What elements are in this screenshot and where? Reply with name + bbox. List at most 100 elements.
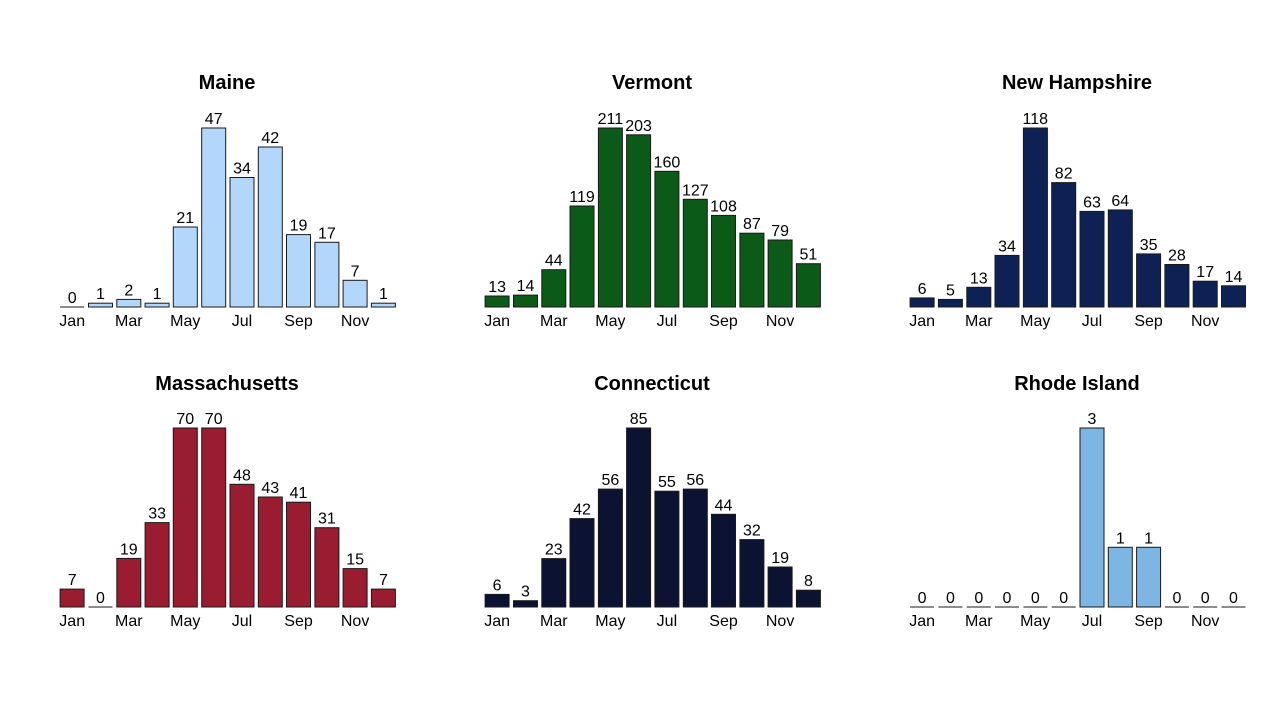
bar: [201, 427, 227, 608]
bar: [654, 490, 680, 608]
chart-panel-new-hampshire: New Hampshire 6 Jan 5 13 Mar 34 118 May 82 63 Jul 64…: [909, 72, 1246, 330]
data-label: 14: [517, 278, 535, 295]
data-label: 85: [630, 411, 648, 428]
bar: [569, 205, 595, 308]
x-tick-label: Jul: [657, 613, 677, 630]
data-label: 32: [743, 523, 761, 540]
chart-title: Massachusetts: [155, 373, 298, 395]
bar: [88, 302, 113, 308]
data-label: 87: [743, 216, 761, 233]
bar: [1221, 285, 1246, 308]
x-tick-label: Mar: [965, 313, 993, 330]
data-label: 0: [1229, 590, 1238, 607]
x-tick-label: Jan: [59, 313, 85, 330]
x-tick-label: Sep: [284, 613, 313, 630]
bar: [909, 297, 935, 308]
data-label: 8: [804, 573, 813, 590]
data-label: 0: [1172, 590, 1181, 607]
bar: [1136, 253, 1162, 308]
data-label: 0: [1201, 590, 1210, 607]
data-label: 0: [68, 290, 77, 307]
x-tick-label: Nov: [1191, 313, 1219, 330]
data-label: 19: [290, 218, 308, 235]
bar: [597, 127, 623, 308]
data-label: 43: [261, 480, 279, 497]
bar: [541, 558, 567, 608]
data-label: 42: [573, 502, 591, 519]
data-label: 118: [1023, 111, 1049, 128]
bar: [116, 298, 142, 308]
bar: [682, 488, 708, 608]
data-label: 13: [970, 270, 988, 287]
data-label: 82: [1055, 166, 1073, 183]
bar: [370, 588, 396, 608]
bar: [286, 234, 311, 308]
bar: [739, 232, 765, 308]
x-tick-label: Jan: [59, 613, 85, 630]
x-tick-label: Sep: [709, 313, 738, 330]
bar: [59, 588, 85, 608]
bar: [937, 298, 963, 308]
bar: [484, 593, 510, 608]
data-label: 15: [346, 552, 364, 569]
data-label: 33: [148, 506, 166, 523]
bar: [1107, 546, 1133, 608]
data-label: 1: [1116, 530, 1125, 547]
data-label: 160: [654, 154, 681, 171]
data-label: 1: [96, 286, 105, 303]
bar: [144, 522, 170, 608]
x-tick-label: Sep: [709, 613, 738, 630]
data-label: 21: [176, 210, 194, 227]
data-label: 211: [598, 111, 624, 128]
data-label: 7: [68, 572, 77, 589]
chart-panel-massachusetts: Massachusetts 7 Jan 0 19 Mar 33 70 May 70 48 Jul 43 4…: [59, 373, 396, 630]
bar: [682, 198, 708, 308]
bar: [1051, 182, 1077, 308]
data-label: 44: [715, 497, 733, 514]
data-label: 7: [379, 572, 388, 589]
data-label: 70: [205, 411, 223, 428]
bar: [172, 427, 198, 608]
x-tick-label: Jan: [484, 313, 510, 330]
x-tick-label: Sep: [1134, 613, 1163, 630]
data-label: 48: [233, 467, 251, 484]
data-label: 0: [946, 590, 955, 607]
chart-panel-connecticut: Connecticut6Jan323Mar4256May8555Jul5644S…: [484, 373, 821, 630]
bar: [711, 214, 736, 308]
chart-title: New Hampshire: [1002, 72, 1152, 94]
data-label: 1: [153, 286, 162, 303]
x-tick-label: May: [170, 313, 200, 330]
chart-panel-vermont: Vermont 13 Jan 14 44 Mar 119 211 May 203 160 Jul 127…: [484, 72, 821, 330]
bar: [654, 170, 680, 308]
x-tick-label: May: [1020, 613, 1050, 630]
bar: [286, 501, 311, 608]
chart-panel-maine: Maine 0 Jan 1 2 Mar 1 21 May 47 34 Jul 42 19 Sep 17 7 Nov…: [59, 72, 396, 330]
bar: [1107, 209, 1133, 308]
x-tick-label: Jul: [232, 613, 252, 630]
data-label: 0: [1003, 590, 1012, 607]
bar: [172, 226, 198, 308]
x-tick-label: May: [170, 613, 200, 630]
bar: [229, 177, 255, 308]
data-label: 63: [1083, 194, 1101, 211]
data-label: 51: [800, 247, 818, 264]
bar: [201, 127, 227, 308]
data-label: 47: [205, 111, 223, 128]
bar: [1192, 280, 1218, 308]
data-label: 1: [379, 286, 388, 303]
bar: [626, 134, 652, 308]
bar: [513, 294, 538, 308]
data-label: 70: [176, 411, 194, 428]
bar: [342, 279, 368, 308]
x-tick-label: Jul: [657, 313, 677, 330]
data-label: 0: [974, 590, 983, 607]
data-label: 56: [602, 472, 620, 489]
x-tick-label: Nov: [341, 313, 369, 330]
data-label: 23: [545, 542, 563, 559]
x-tick-label: May: [595, 613, 625, 630]
data-label: 0: [1031, 590, 1040, 607]
bar: [1136, 546, 1162, 608]
bar: [257, 496, 283, 608]
bar: [257, 146, 283, 308]
